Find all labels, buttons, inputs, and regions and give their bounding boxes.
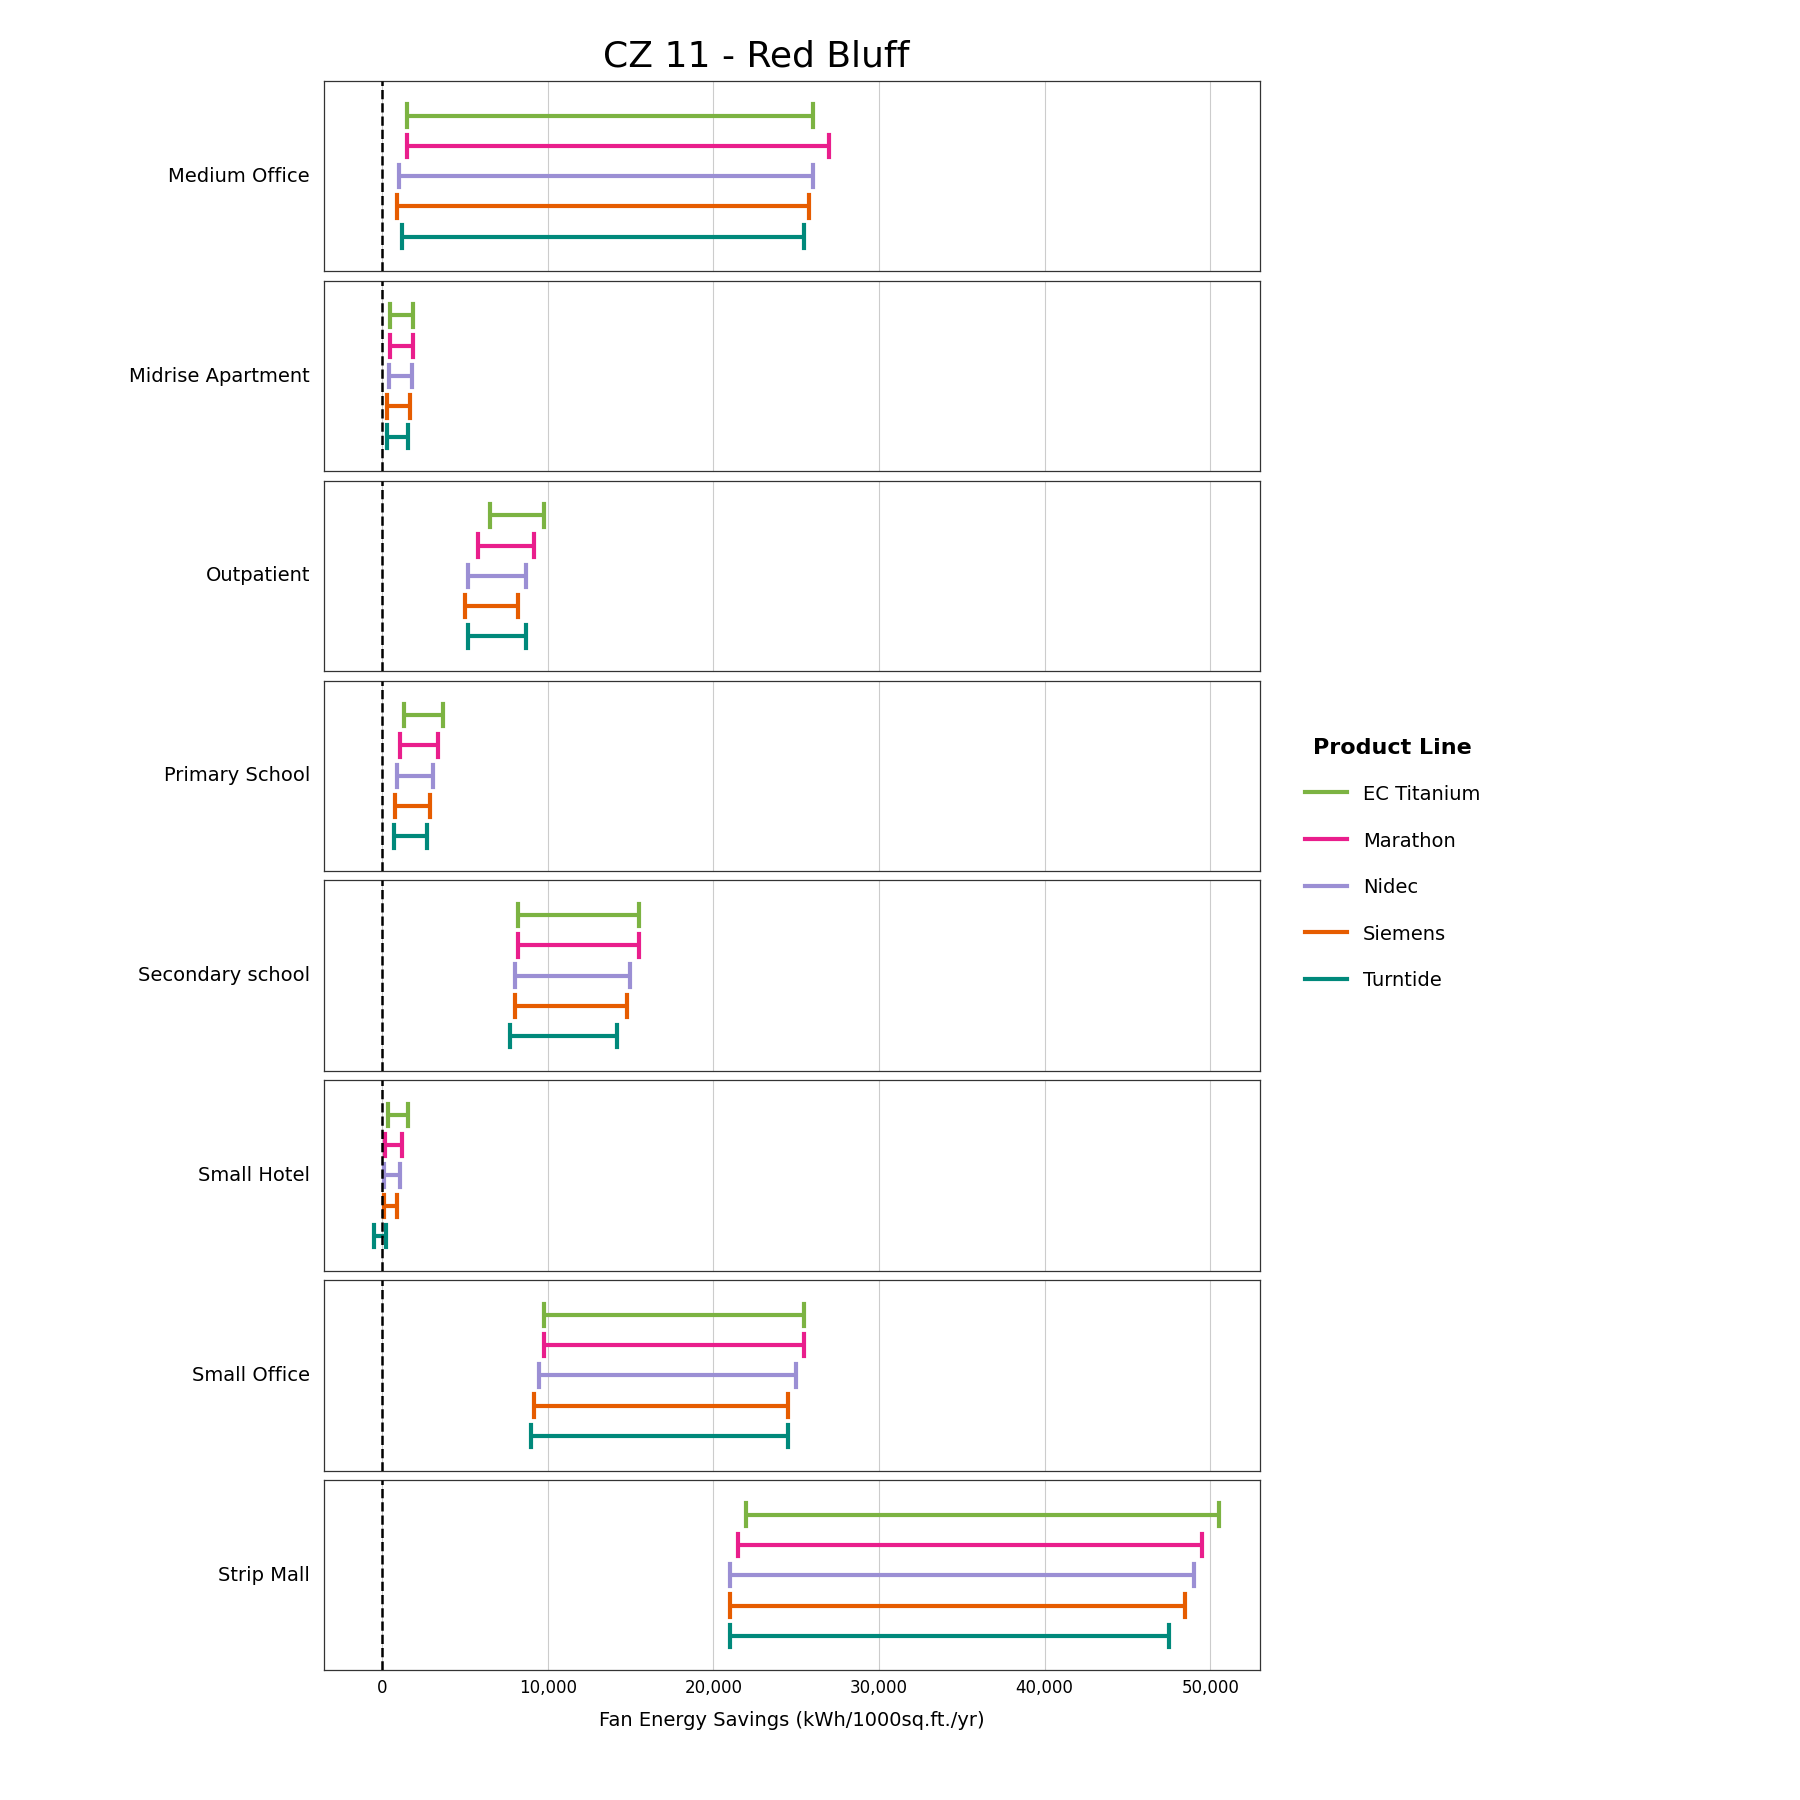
Y-axis label: Secondary school: Secondary school bbox=[139, 967, 310, 985]
Y-axis label: Strip Mall: Strip Mall bbox=[218, 1566, 310, 1584]
Y-axis label: Primary School: Primary School bbox=[164, 767, 310, 785]
X-axis label: Fan Energy Savings (kWh/1000sq.ft./yr): Fan Energy Savings (kWh/1000sq.ft./yr) bbox=[599, 1710, 985, 1730]
Y-axis label: Outpatient: Outpatient bbox=[205, 567, 310, 585]
Y-axis label: Midrise Apartment: Midrise Apartment bbox=[130, 367, 310, 385]
Y-axis label: Small Office: Small Office bbox=[193, 1366, 310, 1384]
Y-axis label: Medium Office: Medium Office bbox=[169, 167, 310, 185]
Legend: EC Titanium, Marathon, Nidec, Siemens, Turntide: EC Titanium, Marathon, Nidec, Siemens, T… bbox=[1296, 729, 1489, 999]
Y-axis label: Small Hotel: Small Hotel bbox=[198, 1166, 310, 1184]
Text: CZ 11 - Red Bluff: CZ 11 - Red Bluff bbox=[603, 40, 909, 74]
